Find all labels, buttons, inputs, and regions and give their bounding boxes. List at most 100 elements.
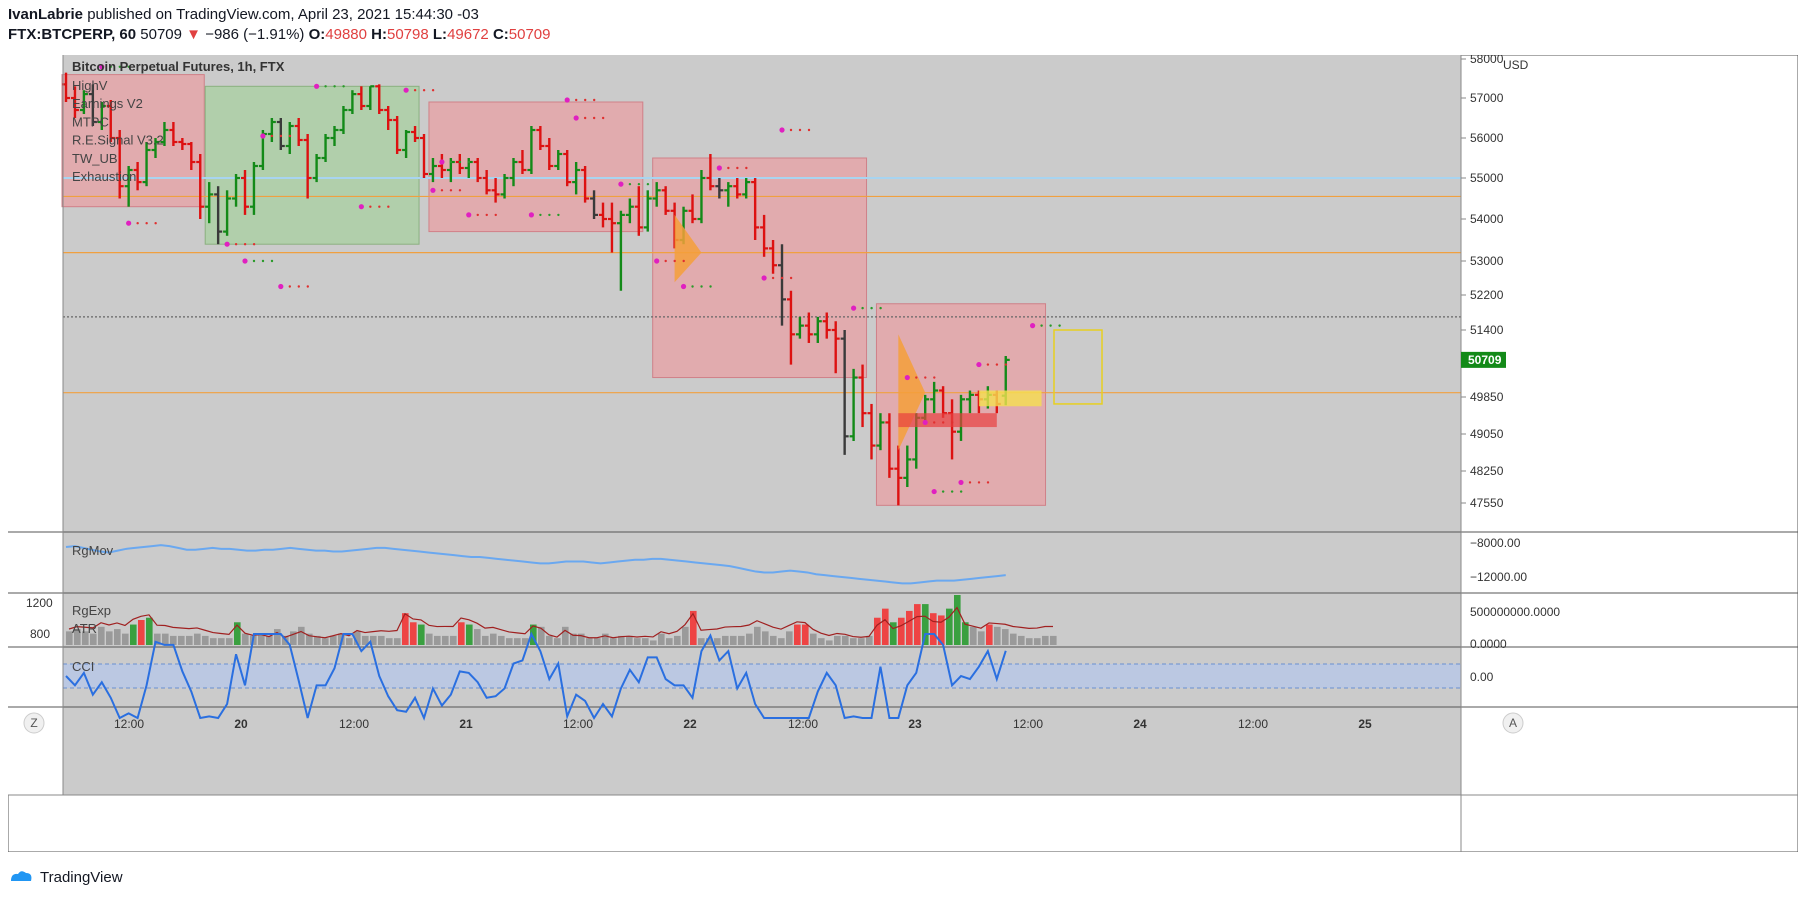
ohlc-bar-20 xyxy=(241,170,249,215)
volume-bar-46 xyxy=(434,635,441,645)
volume-bar-18 xyxy=(210,638,217,645)
volume-bar-69 xyxy=(618,635,625,645)
signal-trail-25-1 xyxy=(968,481,972,484)
volume-bar-120 xyxy=(1026,638,1033,645)
signal-dot-15 xyxy=(618,181,624,187)
signal-trail-24-3 xyxy=(959,490,963,493)
red-band xyxy=(898,413,997,428)
pane-cci-label: CCI xyxy=(72,659,94,674)
signal-trail-10-1 xyxy=(440,189,444,192)
volume-bar-8 xyxy=(130,624,137,645)
volume-bar-59 xyxy=(538,626,545,645)
legend-item-2: MTPC xyxy=(72,114,109,129)
signal-dot-27 xyxy=(1030,323,1036,329)
close-label: C: xyxy=(492,26,509,43)
signal-trail-1-1 xyxy=(136,222,139,225)
ohlc-bar-13 xyxy=(178,138,187,150)
ohlc-bar-87 xyxy=(840,330,849,455)
volume-bar-16 xyxy=(194,633,201,645)
ohlc-bar-60 xyxy=(599,202,607,228)
signal-trail-15-3 xyxy=(646,182,650,186)
signal-trail-19-1 xyxy=(771,276,775,280)
ohlc-bar-3 xyxy=(88,84,97,126)
signal-trail-11-1 xyxy=(476,213,479,217)
ohlc-bar-26 xyxy=(294,118,303,146)
signal-trail-14-1 xyxy=(583,116,587,120)
footer: TradingView xyxy=(8,866,123,888)
volume-bar-101 xyxy=(874,617,881,645)
ohlc-bar-77 xyxy=(751,178,760,240)
ohlc-bar-94 xyxy=(903,445,912,487)
signal-trail-8-3 xyxy=(431,89,435,92)
ohlc-bar-75 xyxy=(733,178,742,199)
ohlc-bar-8 xyxy=(133,162,142,191)
ohlc-bar-47 xyxy=(482,170,491,195)
volume-bar-61 xyxy=(554,638,561,645)
chart-area[interactable]: RgMov −8000.00 −12000.00 RgExp ATR 1200 800 500… xyxy=(8,55,1798,852)
volume-bar-85 xyxy=(746,633,753,645)
yellow-band xyxy=(978,390,1042,407)
signal-dot-19 xyxy=(761,275,767,281)
ohlc-bar-40 xyxy=(420,134,428,178)
zone-box-2 xyxy=(428,101,644,233)
signal-trail-3-1 xyxy=(252,259,256,263)
signal-trail-27-1 xyxy=(1040,324,1043,327)
volume-bar-121 xyxy=(1034,638,1041,645)
signal-trail-17-2 xyxy=(736,166,739,170)
last-price: 50709 xyxy=(140,26,182,43)
signal-dot-0 xyxy=(99,64,105,70)
ohlc-bar-65 xyxy=(643,190,652,232)
ohlc-bar-84 xyxy=(813,316,822,343)
ohlc-bar-21 xyxy=(249,162,258,215)
volume-bar-68 xyxy=(610,638,617,645)
volume-bar-102 xyxy=(882,608,889,645)
volume-bar-41 xyxy=(394,638,401,645)
volume-bar-54 xyxy=(498,635,505,645)
low-value: 49672 xyxy=(447,26,489,43)
ohlc-bar-71 xyxy=(697,170,706,224)
signal-trail-3-3 xyxy=(270,259,274,263)
volume-bar-90 xyxy=(786,631,793,645)
volume-bar-6 xyxy=(114,629,121,645)
ohlc-bar-83 xyxy=(804,312,813,343)
volume-bar-51 xyxy=(474,629,481,645)
signal-trail-10-3 xyxy=(458,189,462,192)
signal-trail-21-1 xyxy=(861,306,864,310)
price-tick-2: 56000 xyxy=(1470,131,1504,145)
ohlc-bar-6 xyxy=(115,130,124,199)
volume-bar-109 xyxy=(938,615,945,645)
footer-brand[interactable]: TradingView xyxy=(40,868,123,886)
ohlc-bar-15 xyxy=(196,154,205,219)
atr-line xyxy=(68,606,1054,639)
signal-trail-8-2 xyxy=(422,89,426,92)
signal-trail-6-3 xyxy=(342,85,345,88)
publish-line: IvanLabrie published on TradingView.com,… xyxy=(8,6,479,23)
volume-bar-112 xyxy=(962,622,969,645)
symbol-line: FTX:BTCPERP, 60 50709 ▼ −986 (−1.91%) O:… xyxy=(8,26,551,43)
volume-bar-28 xyxy=(290,631,297,645)
volume-bar-100 xyxy=(866,635,873,645)
time-tick-0: 12:00 xyxy=(114,717,144,731)
tradingview-logo-icon[interactable] xyxy=(8,869,34,885)
ohlc-bar-39 xyxy=(411,126,420,142)
volume-bar-122 xyxy=(1042,635,1049,645)
close-value: 50709 xyxy=(508,26,551,43)
last-price-label: 50709 xyxy=(1468,353,1502,367)
zoom-button-label: Z xyxy=(30,716,37,730)
ohlc-bar-46 xyxy=(473,158,482,183)
chart-svg[interactable]: RgMov −8000.00 −12000.00 RgExp ATR 1200 800 500… xyxy=(8,55,1798,852)
signal-trail-3-2 xyxy=(261,259,265,263)
signal-dot-6 xyxy=(314,83,320,89)
ohlc-bar-79 xyxy=(769,240,778,274)
signal-dot-9 xyxy=(439,159,445,165)
pane-rgexp-label: RgExp xyxy=(72,603,111,618)
price-tick-6: 52200 xyxy=(1470,288,1504,302)
change-arrow-icon: ▼ xyxy=(186,26,202,43)
ohlc-bar-9 xyxy=(142,142,151,187)
signal-trail-14-3 xyxy=(601,116,605,120)
signal-trail-6-1 xyxy=(324,85,327,88)
author-name[interactable]: IvanLabrie xyxy=(8,6,84,23)
left-margin xyxy=(8,55,63,795)
price-tick-1: 57000 xyxy=(1470,91,1504,105)
signal-dot-22 xyxy=(904,374,910,381)
